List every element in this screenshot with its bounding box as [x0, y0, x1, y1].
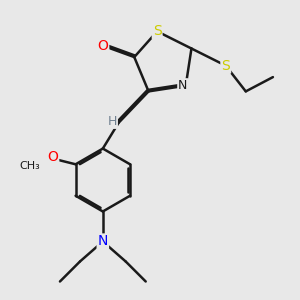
Text: O: O — [98, 39, 108, 53]
Text: N: N — [178, 79, 188, 92]
Text: H: H — [108, 115, 117, 128]
Text: S: S — [153, 24, 161, 38]
Text: N: N — [98, 235, 108, 248]
Text: CH₃: CH₃ — [19, 161, 40, 171]
Text: O: O — [47, 150, 58, 164]
Text: S: S — [221, 59, 230, 73]
